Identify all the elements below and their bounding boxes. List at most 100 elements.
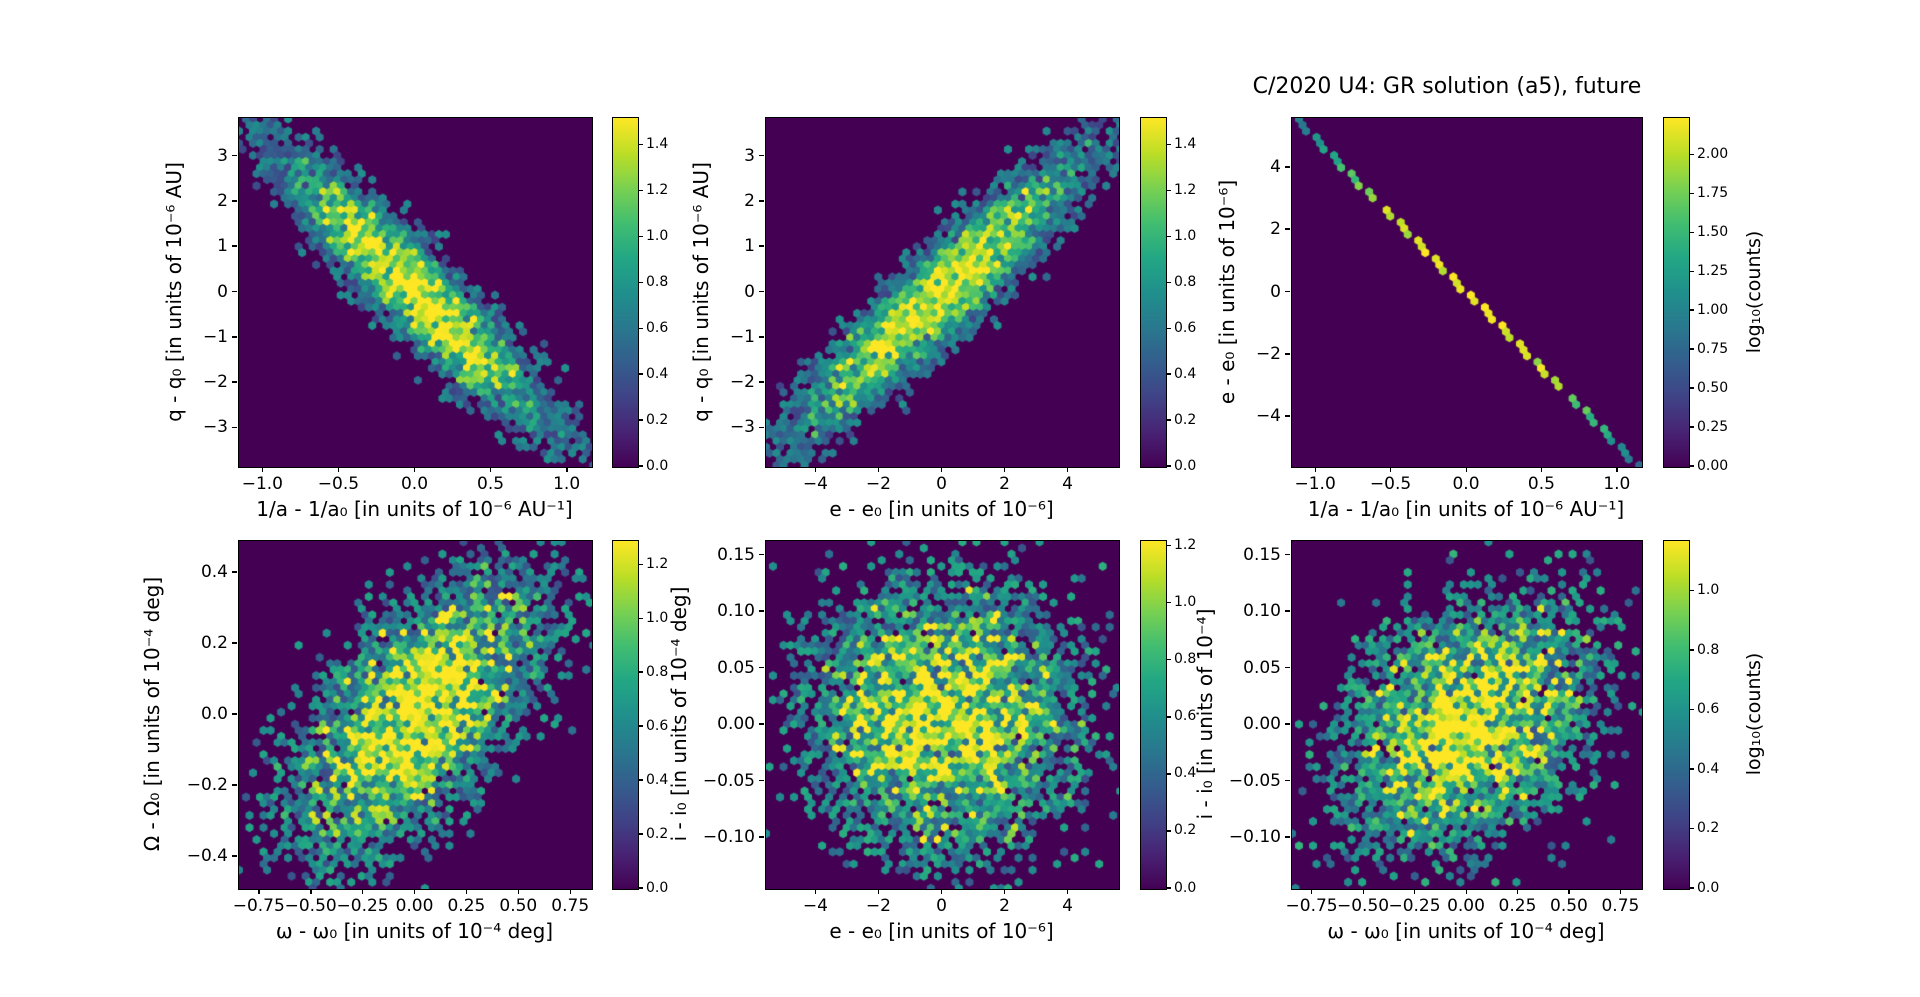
x-tick-label-bottom-right: 0.00 <box>1447 896 1485 916</box>
y-tick-bottom-left <box>232 713 237 715</box>
y-tick-bottom-left <box>232 855 237 857</box>
cbar-tick-label-bottom-left: 0.4 <box>646 771 669 788</box>
x-tick-label-bottom-left: 0.75 <box>551 896 590 916</box>
cbar-tick-top-left <box>638 373 643 375</box>
y-tick-top-middle <box>759 245 764 247</box>
x-tick-top-left <box>337 467 340 472</box>
y-tick-top-left <box>232 154 237 157</box>
y-tick-top-right <box>1285 353 1290 355</box>
x-tick-label-bottom-left: −0.50 <box>284 896 337 916</box>
cbar-tick-label-top-left: 1.0 <box>646 227 669 244</box>
colorbar-bottom-left <box>612 540 639 890</box>
hexbin-plot-top-middle <box>765 117 1120 468</box>
x-tick-top-middle <box>814 467 817 472</box>
cbar-tick-label-bottom-left: 0.8 <box>646 663 669 680</box>
x-tick-label-bottom-middle: 4 <box>1062 896 1073 916</box>
y-tick-bottom-middle <box>759 779 764 782</box>
hexbin-plot-bottom-right <box>1291 540 1643 890</box>
x-tick-label-bottom-left: −0.25 <box>336 896 389 916</box>
cbar-tick-bottom-middle <box>1166 545 1171 547</box>
cbar-tick-label-top-left: 1.2 <box>646 181 669 198</box>
x-tick-label-bottom-middle: 2 <box>999 896 1010 916</box>
cbar-tick-top-left <box>638 143 643 146</box>
xlabel-top-left: 1/a - 1/a₀ [in units of 10⁻⁶ AU⁻¹] <box>256 497 573 521</box>
cbar-tick-bottom-left <box>638 671 643 673</box>
cbar-tick-label-bottom-left: 0.2 <box>646 825 669 842</box>
cbar-tick-label-top-right: 1.50 <box>1697 223 1729 240</box>
cbar-tick-label-bottom-middle: 0.6 <box>1174 708 1197 725</box>
x-tick-label-bottom-right: 0.25 <box>1498 896 1537 916</box>
y-tick-label-bottom-right: −0.10 <box>1228 827 1281 848</box>
cbar-tick-top-right <box>1689 231 1694 233</box>
x-tick-label-bottom-left: 0.50 <box>499 896 538 916</box>
y-tick-label-bottom-right: 0.15 <box>1243 544 1281 565</box>
y-tick-top-middle <box>759 154 764 157</box>
cbar-tick-label-top-right: 0.75 <box>1697 340 1729 357</box>
x-tick-bottom-right <box>1362 889 1364 894</box>
y-tick-label-top-middle: −1 <box>729 326 755 347</box>
x-tick-label-top-left: −1.0 <box>241 474 283 494</box>
x-tick-bottom-middle <box>941 889 943 894</box>
x-tick-bottom-right <box>1516 889 1519 894</box>
y-tick-bottom-middle <box>759 610 764 612</box>
colorbar-top-left <box>612 117 639 468</box>
y-tick-label-top-left: −2 <box>202 372 228 393</box>
colorbar-bottom-middle <box>1140 540 1167 890</box>
x-tick-top-left <box>566 467 568 472</box>
colorbar-top-middle <box>1140 117 1167 468</box>
x-tick-top-right <box>1465 467 1467 472</box>
cbar-tick-top-middle <box>1166 419 1171 421</box>
x-tick-label-bottom-middle: −4 <box>802 896 828 916</box>
y-tick-label-top-middle: −2 <box>729 372 755 393</box>
x-tick-bottom-middle <box>814 889 817 894</box>
y-tick-bottom-left <box>232 642 237 644</box>
cbar-tick-bottom-middle <box>1166 659 1171 661</box>
cbar-tick-top-right <box>1689 348 1694 350</box>
x-tick-top-right <box>1390 467 1392 472</box>
y-tick-top-middle <box>759 290 764 293</box>
x-tick-top-right <box>1314 467 1317 472</box>
x-tick-label-bottom-right: −0.50 <box>1336 896 1390 916</box>
y-tick-top-left <box>232 381 237 383</box>
x-tick-label-bottom-middle: 0 <box>936 896 947 916</box>
y-tick-label-top-middle: 0 <box>744 281 755 302</box>
x-tick-label-top-middle: 4 <box>1062 474 1073 494</box>
cbar-tick-label-bottom-right: 0.6 <box>1697 701 1720 718</box>
xlabel-top-right: 1/a - 1/a₀ [in units of 10⁻⁶ AU⁻¹] <box>1307 497 1625 521</box>
y-tick-label-top-right: 0 <box>1270 281 1281 302</box>
y-tick-label-top-right: 2 <box>1270 219 1281 240</box>
cbar-tick-bottom-left <box>638 725 643 727</box>
x-tick-label-top-middle: −4 <box>802 474 828 494</box>
y-tick-label-bottom-middle: 0.05 <box>717 657 755 678</box>
y-tick-bottom-left <box>232 571 237 573</box>
y-tick-label-top-middle: −3 <box>729 417 755 438</box>
y-tick-top-left <box>232 336 237 338</box>
x-tick-label-bottom-middle: −2 <box>865 896 891 916</box>
x-tick-label-top-right: 0.5 <box>1527 474 1555 494</box>
x-tick-top-right <box>1540 467 1543 472</box>
x-tick-bottom-right <box>1414 889 1416 894</box>
y-tick-label-top-left: 0 <box>217 281 228 302</box>
x-tick-label-bottom-left: −0.75 <box>232 896 285 916</box>
cbar-tick-label-bottom-middle: 0.8 <box>1174 651 1197 668</box>
cbar-tick-label-top-right: 0.00 <box>1697 457 1729 474</box>
hexbin-plot-top-right <box>1291 117 1643 468</box>
cbar-tick-label-top-left: 0.6 <box>646 319 669 336</box>
y-tick-top-right <box>1285 166 1290 168</box>
cbar-tick-top-right <box>1689 270 1694 272</box>
x-tick-bottom-middle <box>877 889 880 894</box>
x-tick-top-middle <box>1004 467 1006 472</box>
x-tick-label-top-left: −0.5 <box>317 474 360 494</box>
y-tick-bottom-middle <box>759 553 764 556</box>
x-tick-top-left <box>414 467 416 472</box>
y-tick-label-top-right: −4 <box>1255 406 1281 427</box>
y-tick-bottom-middle <box>759 723 764 725</box>
cbar-tick-label-top-middle: 0.2 <box>1174 411 1197 428</box>
y-tick-bottom-right <box>1285 666 1290 669</box>
cbar-tick-label-bottom-middle: 0.0 <box>1174 879 1197 896</box>
colorbar-label-top-right: log₁₀(counts) <box>1743 230 1765 353</box>
cbar-tick-bottom-left <box>638 779 643 781</box>
y-tick-label-bottom-right: −0.05 <box>1228 770 1281 791</box>
cbar-tick-label-top-right: 1.25 <box>1697 262 1729 279</box>
cbar-tick-bottom-middle <box>1166 602 1171 604</box>
